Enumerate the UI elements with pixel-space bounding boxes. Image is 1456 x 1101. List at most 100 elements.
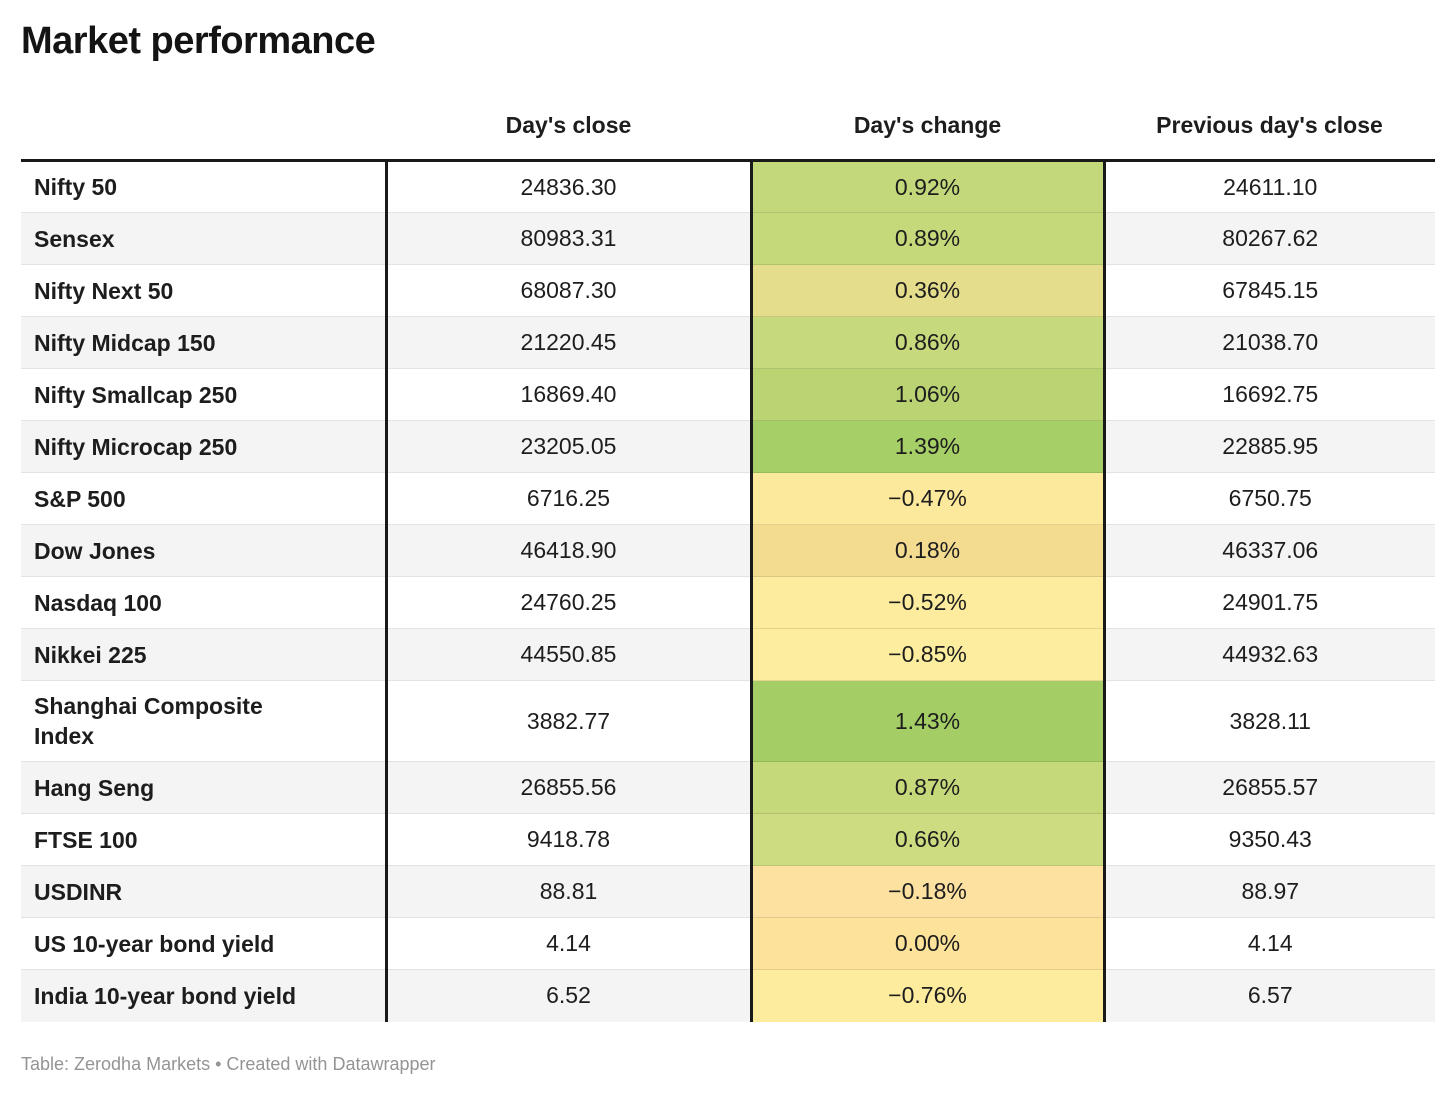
table-header: Day's close Day's change Previous day's … <box>21 112 1435 162</box>
row-label: India 10-year bond yield <box>21 969 386 1022</box>
table-row: Nifty Smallcap 250 16869.40 1.06% 16692.75 <box>21 368 1435 421</box>
row-label-text: Shanghai Composite Index <box>34 693 263 749</box>
cell-days-close: 6.52 <box>384 969 751 1022</box>
row-label-text: Nifty Microcap 250 <box>34 433 238 460</box>
table-row: Shanghai Composite Index 3882.77 1.43% 3828… <box>21 680 1435 762</box>
market-performance-table: Day's close Day's change Previous day's … <box>21 112 1435 1022</box>
cell-days-change: −0.76% <box>749 969 1106 1022</box>
cell-prev-close: 46337.06 <box>1104 524 1435 577</box>
cell-days-change: 0.86% <box>749 316 1106 369</box>
cell-prev-close: 88.97 <box>1104 865 1435 918</box>
cell-days-change: −0.47% <box>749 472 1106 525</box>
cell-prev-close: 3828.11 <box>1104 680 1435 762</box>
header-row: Day's close Day's change Previous day's … <box>21 112 1435 162</box>
table-row: USDINR 88.81 −0.18% 88.97 <box>21 865 1435 918</box>
cell-days-change: 0.00% <box>749 917 1106 970</box>
table-row: Hang Seng 26855.56 0.87% 26855.57 <box>21 761 1435 814</box>
row-label: Hang Seng <box>21 761 386 814</box>
cell-days-close: 16869.40 <box>384 368 751 421</box>
cell-days-change: −0.85% <box>749 628 1106 681</box>
cell-prev-close: 22885.95 <box>1104 420 1435 473</box>
cell-days-close: 21220.45 <box>384 316 751 369</box>
cell-prev-close: 80267.62 <box>1104 212 1435 265</box>
table-row: Nifty Next 50 68087.30 0.36% 67845.15 <box>21 264 1435 317</box>
cell-prev-close: 9350.43 <box>1104 813 1435 866</box>
row-label: Dow Jones <box>21 524 386 577</box>
row-label-text: FTSE 100 <box>34 826 138 853</box>
table-row: Nifty 50 24836.30 0.92% 24611.10 <box>21 160 1435 213</box>
cell-prev-close: 4.14 <box>1104 917 1435 970</box>
row-label: Nikkei 225 <box>21 628 386 681</box>
cell-prev-close: 44932.63 <box>1104 628 1435 681</box>
cell-days-change: 1.06% <box>749 368 1106 421</box>
cell-prev-close: 24901.75 <box>1104 576 1435 629</box>
table-row: India 10-year bond yield 6.52 −0.76% 6.57 <box>21 969 1435 1022</box>
cell-days-change: 0.87% <box>749 761 1106 814</box>
row-label: Nasdaq 100 <box>21 576 386 629</box>
cell-days-close: 24760.25 <box>384 576 751 629</box>
cell-days-close: 9418.78 <box>384 813 751 866</box>
cell-days-change: 0.92% <box>749 160 1106 213</box>
cell-days-change: 0.66% <box>749 813 1106 866</box>
cell-days-change: 0.36% <box>749 264 1106 317</box>
table-row: Nikkei 225 44550.85 −0.85% 44932.63 <box>21 628 1435 681</box>
cell-days-close: 26855.56 <box>384 761 751 814</box>
cell-prev-close: 16692.75 <box>1104 368 1435 421</box>
cell-prev-close: 21038.70 <box>1104 316 1435 369</box>
row-label: Sensex <box>21 212 386 265</box>
row-label: Nifty Next 50 <box>21 264 386 317</box>
cell-days-close: 23205.05 <box>384 420 751 473</box>
row-label-text: Nifty Smallcap 250 <box>34 381 238 408</box>
row-label-text: Sensex <box>34 225 115 252</box>
row-label: Shanghai Composite Index <box>21 680 386 762</box>
cell-days-change: −0.52% <box>749 576 1106 629</box>
column-header-days-close: Day's close <box>386 112 751 162</box>
cell-prev-close: 67845.15 <box>1104 264 1435 317</box>
row-label: Nifty Smallcap 250 <box>21 368 386 421</box>
cell-days-close: 3882.77 <box>384 680 751 762</box>
row-label: Nifty 50 <box>21 160 386 213</box>
table-footer: Table: Zerodha Markets • Created with Da… <box>21 1053 436 1074</box>
column-header-days-change: Day's change <box>751 112 1104 162</box>
cell-days-close: 68087.30 <box>384 264 751 317</box>
cell-days-close: 80983.31 <box>384 212 751 265</box>
table-row: Nifty Midcap 150 21220.45 0.86% 21038.70 <box>21 316 1435 369</box>
cell-days-change: 0.89% <box>749 212 1106 265</box>
row-label-text: Nifty Midcap 150 <box>34 329 216 356</box>
page: Market performance Day's close Day's cha… <box>21 20 1435 1074</box>
row-label-text: S&P 500 <box>34 485 126 512</box>
row-label: Nifty Midcap 150 <box>21 316 386 369</box>
table-row: Sensex 80983.31 0.89% 80267.62 <box>21 212 1435 265</box>
cell-prev-close: 6.57 <box>1104 969 1435 1022</box>
page-title: Market performance <box>21 20 376 62</box>
table-row: Nasdaq 100 24760.25 −0.52% 24901.75 <box>21 576 1435 629</box>
row-label: Nifty Microcap 250 <box>21 420 386 473</box>
cell-days-close: 46418.90 <box>384 524 751 577</box>
table-row: S&P 500 6716.25 −0.47% 6750.75 <box>21 472 1435 525</box>
row-label-text: Hang Seng <box>34 774 155 801</box>
column-header-empty <box>21 112 386 162</box>
cell-days-close: 24836.30 <box>384 160 751 213</box>
table-body: Nifty 50 24836.30 0.92% 24611.10 Sensex 80983… <box>21 160 1435 1022</box>
row-label: US 10-year bond yield <box>21 917 386 970</box>
row-label-text: USDINR <box>34 878 123 905</box>
row-label-text: Nifty Next 50 <box>34 277 174 304</box>
cell-days-close: 88.81 <box>384 865 751 918</box>
row-label-text: US 10-year bond yield <box>34 930 275 957</box>
row-label-text: Nasdaq 100 <box>34 589 162 616</box>
cell-days-change: 0.18% <box>749 524 1106 577</box>
cell-prev-close: 26855.57 <box>1104 761 1435 814</box>
table-row: US 10-year bond yield 4.14 0.00% 4.14 <box>21 917 1435 970</box>
cell-prev-close: 6750.75 <box>1104 472 1435 525</box>
cell-prev-close: 24611.10 <box>1104 160 1435 213</box>
row-label: FTSE 100 <box>21 813 386 866</box>
cell-days-change: 1.39% <box>749 420 1106 473</box>
row-label-text: Nikkei 225 <box>34 641 147 668</box>
cell-days-close: 4.14 <box>384 917 751 970</box>
table-row: Nifty Microcap 250 23205.05 1.39% 22885.95 <box>21 420 1435 473</box>
table-row: Dow Jones 46418.90 0.18% 46337.06 <box>21 524 1435 577</box>
cell-days-close: 6716.25 <box>384 472 751 525</box>
row-label-text: India 10-year bond yield <box>34 982 297 1009</box>
table-row: FTSE 100 9418.78 0.66% 9350.43 <box>21 813 1435 866</box>
row-label-text: Dow Jones <box>34 537 156 564</box>
